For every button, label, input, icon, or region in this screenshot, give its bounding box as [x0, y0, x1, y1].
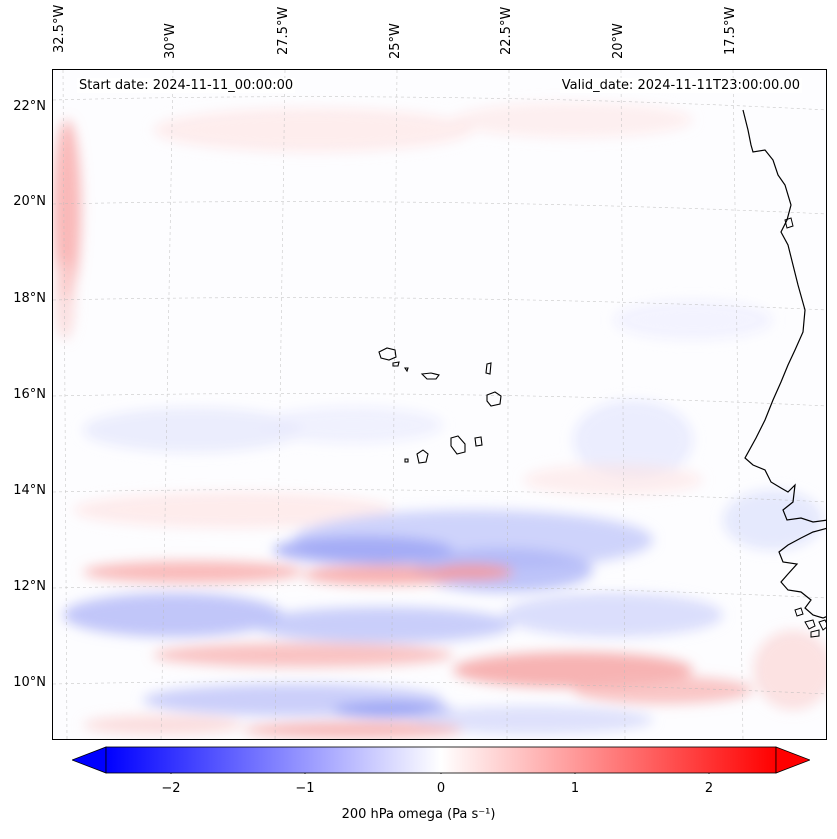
african-coastline	[742, 109, 826, 619]
map-panel: Start date: 2024-11-11_00:00:00 Valid_da…	[52, 69, 827, 740]
lat-label-22n: 22°N	[13, 99, 46, 114]
colorbar-gradient	[105, 746, 777, 774]
lat-label-18n: 18°N	[13, 291, 46, 306]
lat-label-16n: 16°N	[13, 387, 46, 402]
colorbar-tick-1: 1	[570, 781, 580, 796]
valid-date-text: Valid_date: 2024-11-11T23:00:00.00	[559, 78, 802, 93]
omega-field-map	[53, 70, 826, 739]
colorbar-extend-right	[775, 746, 810, 774]
lon-label-25w: 25°W	[388, 23, 403, 59]
lat-label-14n: 14°N	[13, 483, 46, 498]
lat-label-20n: 20°N	[13, 194, 46, 209]
lat-label-12n: 12°N	[13, 579, 46, 594]
lon-label-32-5w: 32.5°W	[52, 4, 67, 53]
lon-label-20w: 20°W	[611, 23, 626, 59]
coastal-islands	[784, 217, 826, 638]
lon-label-30w: 30°W	[163, 23, 178, 59]
colorbar-tick-2: 2	[704, 781, 714, 796]
lon-label-17-5w: 17.5°W	[723, 6, 738, 55]
lon-label-22-5w: 22.5°W	[499, 6, 514, 55]
colorbar-ticks	[170, 773, 710, 774]
lon-label-27-5w: 27.5°W	[276, 6, 291, 55]
gridlines	[53, 70, 826, 739]
omega-field	[53, 102, 826, 738]
lat-label-10n: 10°N	[13, 675, 46, 690]
colorbar-extend-left	[72, 746, 107, 774]
colorbar-tick-0: 0	[436, 781, 446, 796]
cape-verde-islands	[378, 347, 502, 464]
start-date-text: Start date: 2024-11-11_00:00:00	[77, 78, 296, 93]
colorbar-tick-minus-2: −2	[161, 781, 181, 796]
colorbar	[72, 746, 810, 774]
colorbar-label: 200 hPa omega (Pa s⁻¹)	[341, 807, 496, 822]
colorbar-tick-minus-1: −1	[295, 781, 315, 796]
